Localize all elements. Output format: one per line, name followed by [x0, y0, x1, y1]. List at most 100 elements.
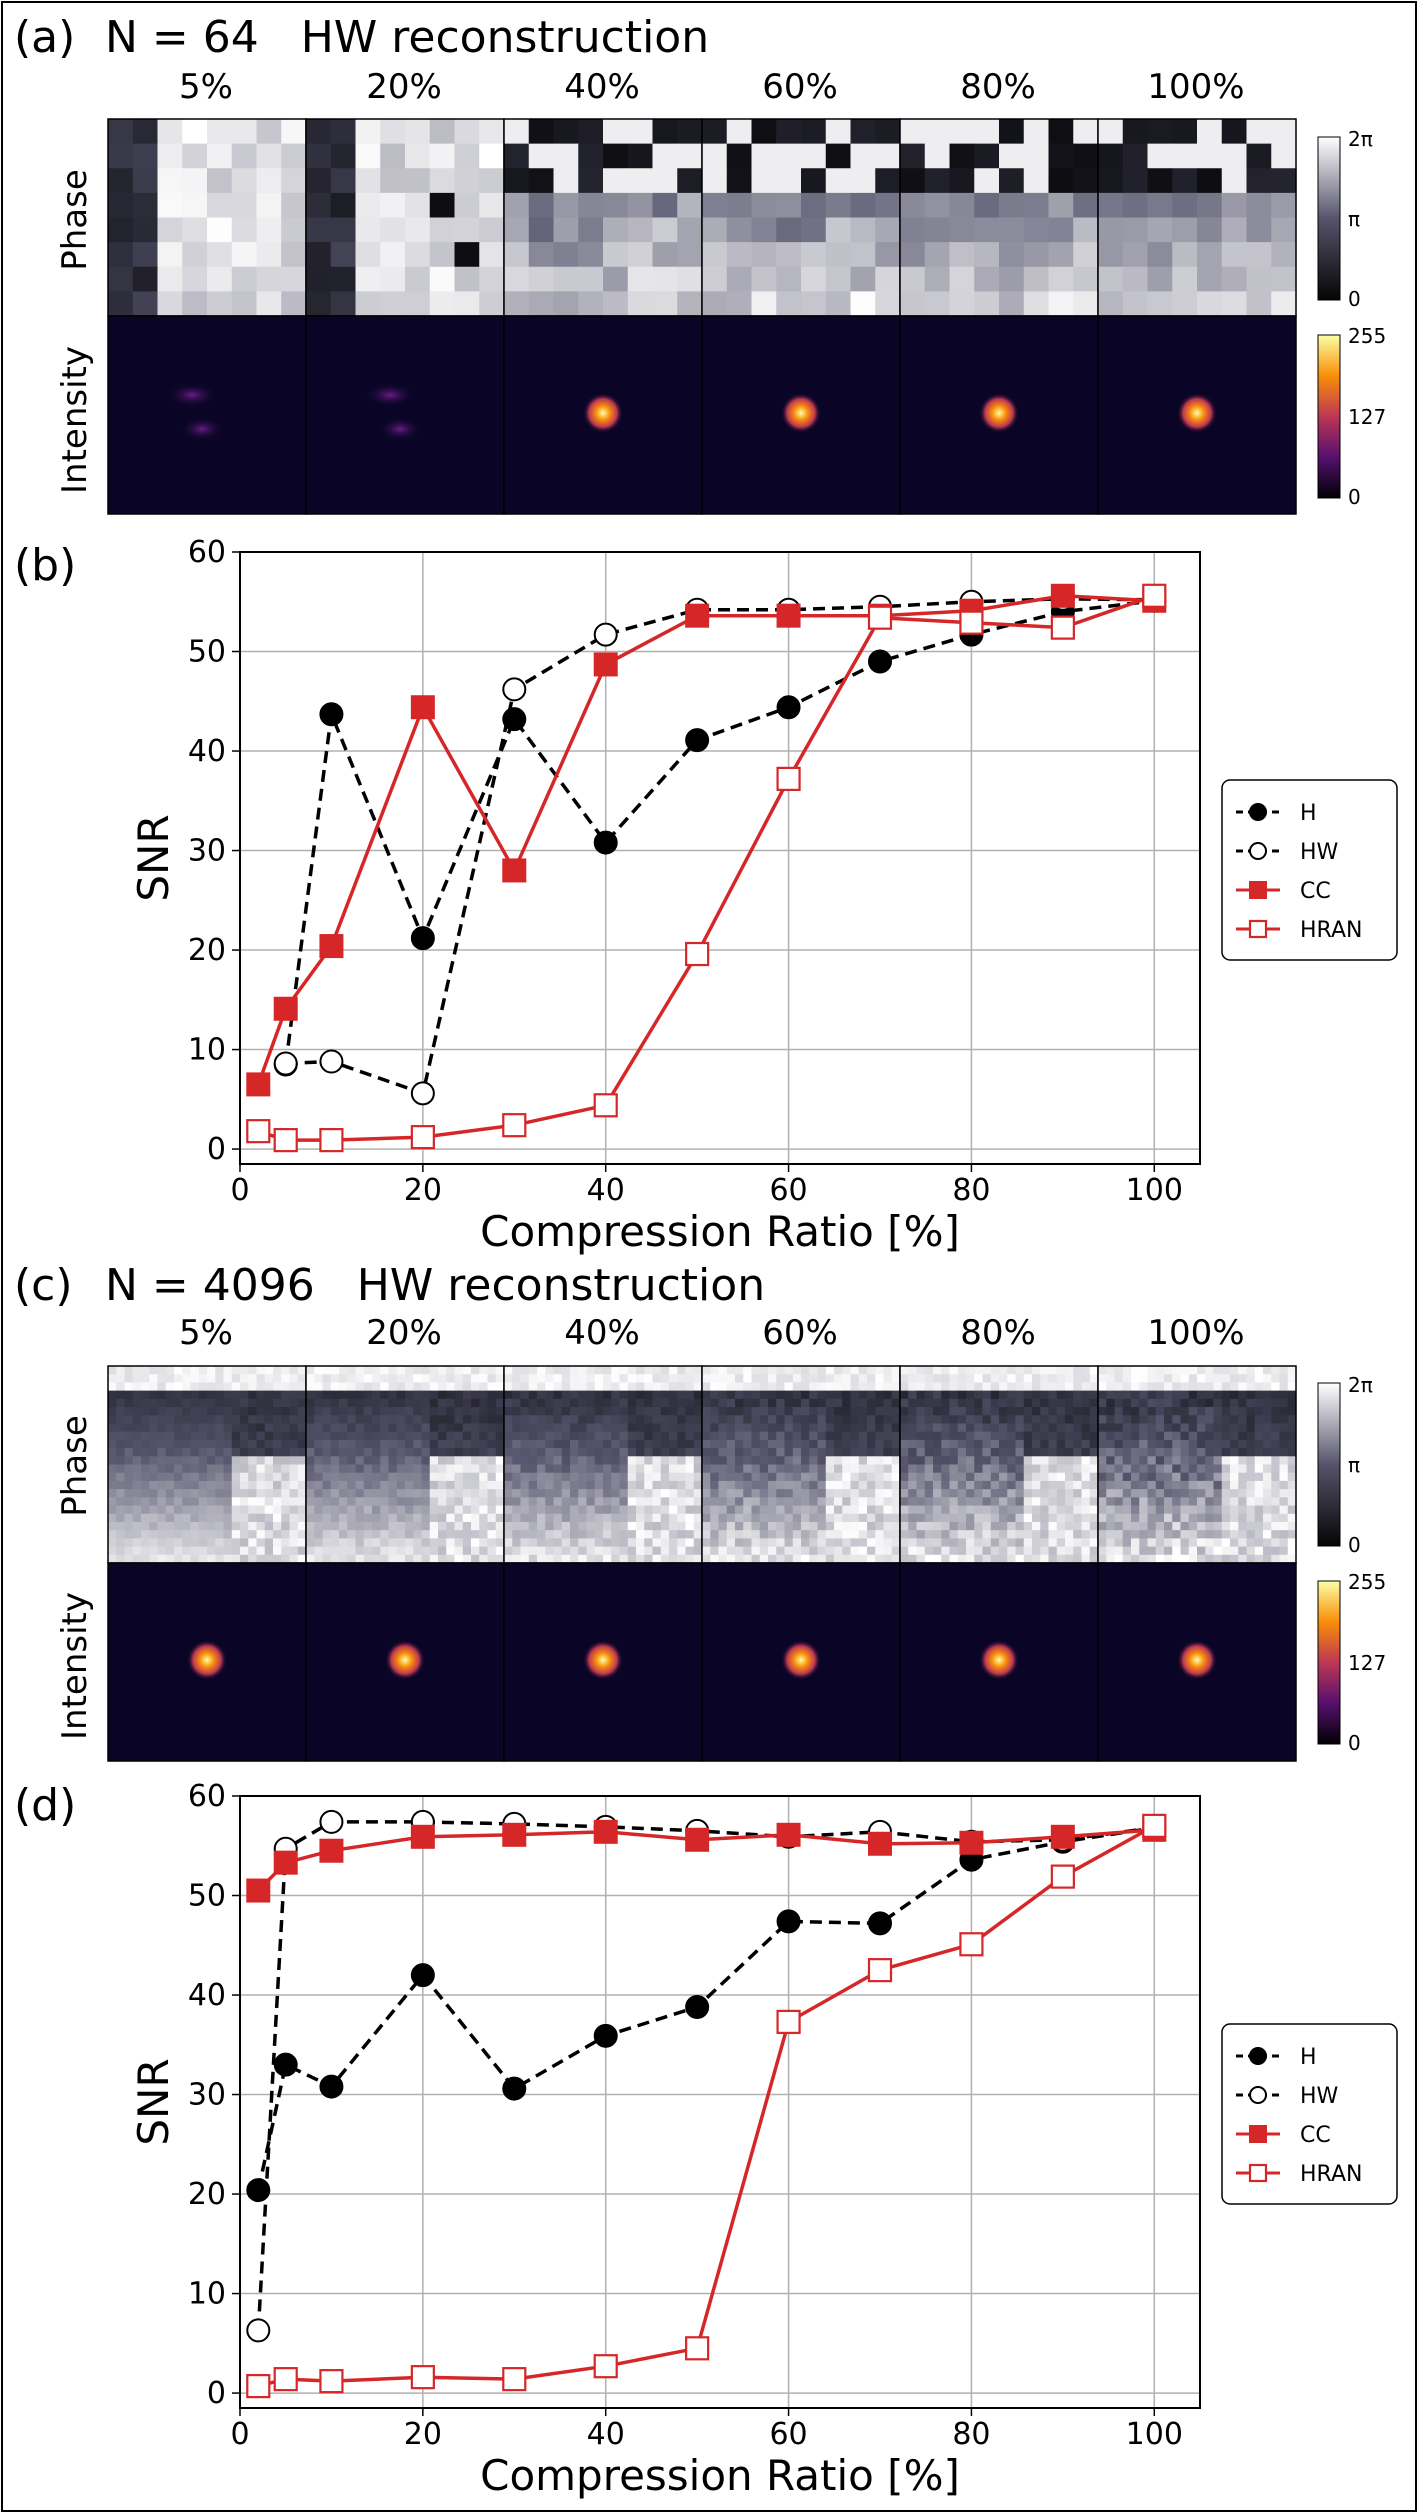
phase-pixel	[809, 1554, 818, 1564]
phase-pixel	[949, 291, 975, 317]
phase-pixel	[669, 1538, 678, 1548]
phase-pixel	[264, 1521, 274, 1531]
phase-pixel	[198, 1374, 208, 1383]
phase-pixel	[405, 1480, 414, 1490]
phase-pixel	[809, 1472, 818, 1482]
phase-pixel	[190, 1472, 200, 1482]
phase-pixel	[281, 1489, 290, 1498]
phase-pixel	[1106, 1423, 1115, 1433]
phase-pixel	[537, 1431, 546, 1441]
phase-pixel	[883, 1464, 893, 1474]
phase-pixel	[627, 1431, 637, 1441]
phase-pixel	[677, 143, 703, 169]
phase-pixel	[834, 1390, 843, 1400]
phase-pixel	[355, 1415, 365, 1424]
phase-pixel	[1213, 1554, 1223, 1564]
phase-pixel	[850, 1521, 860, 1531]
phase-pixel	[908, 1530, 917, 1539]
phase-pixel	[1098, 1366, 1107, 1375]
phase-pixel	[520, 1415, 530, 1424]
phase-pixel	[355, 1554, 365, 1564]
phase-pixel	[594, 1554, 604, 1564]
phase-pixel	[545, 1374, 554, 1383]
phase-pixel	[1213, 1390, 1223, 1400]
phase-pixel	[875, 1382, 884, 1392]
phase-pixel	[520, 1521, 530, 1531]
phase-pixel	[801, 1530, 810, 1539]
phase-pixel	[652, 1513, 662, 1523]
phase-pixel	[858, 1521, 868, 1531]
phase-pixel	[982, 1489, 992, 1498]
phase-pixel	[850, 1407, 860, 1416]
phase-pixel	[372, 1538, 381, 1548]
phase-pixel	[512, 1489, 521, 1498]
phase-pixel	[1205, 1456, 1214, 1465]
phase-pixel	[380, 242, 406, 268]
phase-pixel	[190, 1448, 200, 1457]
phase-pixel	[396, 1382, 406, 1392]
phase-pixel	[1048, 1382, 1058, 1392]
phase-pixel	[1246, 1366, 1256, 1375]
phase-pixel	[306, 266, 332, 292]
phase-pixel	[776, 1505, 785, 1515]
phase-pixel	[248, 1382, 257, 1392]
phase-pixel	[149, 1497, 158, 1507]
phase-pixel	[850, 266, 876, 292]
phase-pixel	[223, 1431, 233, 1441]
phase-pixel	[124, 1415, 134, 1424]
phase-pixel	[619, 1382, 629, 1392]
phase-pixel	[586, 1407, 596, 1416]
phase-pixel	[586, 1390, 596, 1400]
phase-pixel	[429, 1464, 439, 1474]
phase-pixel	[1147, 1382, 1157, 1392]
phase-pixel	[1122, 1546, 1132, 1556]
phase-pixel	[289, 1374, 299, 1383]
phase-pixel	[1238, 1415, 1247, 1424]
phase-pixel	[207, 1546, 216, 1556]
phase-pixel	[355, 1423, 365, 1433]
phase-pixel	[644, 1390, 653, 1400]
phase-pixel	[875, 1439, 884, 1449]
phase-pixel	[669, 1489, 678, 1498]
phase-pixel	[1279, 1554, 1289, 1564]
phase-pixel	[372, 1521, 381, 1531]
phase-pixel	[207, 1407, 216, 1416]
phase-pixel	[124, 1521, 134, 1531]
phase-pixel	[413, 1489, 422, 1498]
phase-pixel	[471, 1464, 480, 1474]
phase-pixel	[1271, 1497, 1280, 1507]
phase-pixel	[768, 1554, 777, 1564]
phase-pixel	[1098, 1480, 1107, 1490]
phase-pixel	[792, 1530, 802, 1539]
phase-pixel	[1065, 1546, 1074, 1556]
phase-pixel	[504, 1382, 513, 1392]
phase-pixel	[908, 1456, 917, 1465]
phase-pixel	[570, 1374, 579, 1383]
phase-pixel	[438, 1390, 447, 1400]
phase-pixel	[1073, 1538, 1082, 1548]
phase-pixel	[669, 1546, 678, 1556]
legend-marker	[1248, 919, 1268, 939]
phase-pixel	[1065, 1415, 1074, 1424]
phase-pixel	[1164, 1407, 1173, 1416]
phase-pixel	[207, 1439, 216, 1449]
phase-pixel	[1230, 1489, 1239, 1498]
phase-pixel	[1271, 266, 1297, 292]
phase-pixel	[875, 1530, 884, 1539]
phase-pixel	[528, 1374, 538, 1383]
phase-pixel	[693, 1423, 703, 1433]
data-point-cc	[410, 695, 435, 720]
phase-pixel	[941, 1398, 950, 1408]
phase-pixel	[817, 1390, 827, 1400]
phase-pixel	[462, 1472, 472, 1482]
phase-pixel	[281, 1464, 290, 1474]
phase-pixel	[916, 1374, 926, 1383]
phase-pixel	[454, 1538, 464, 1548]
phase-pixel	[891, 1374, 901, 1383]
phase-pixel	[471, 1431, 480, 1441]
phase-pixel	[652, 217, 678, 243]
phase-pixel	[174, 1480, 183, 1490]
phase-pixel	[1164, 1521, 1173, 1531]
colorbar-label: 255	[1348, 324, 1386, 348]
phase-pixel	[462, 1382, 472, 1392]
